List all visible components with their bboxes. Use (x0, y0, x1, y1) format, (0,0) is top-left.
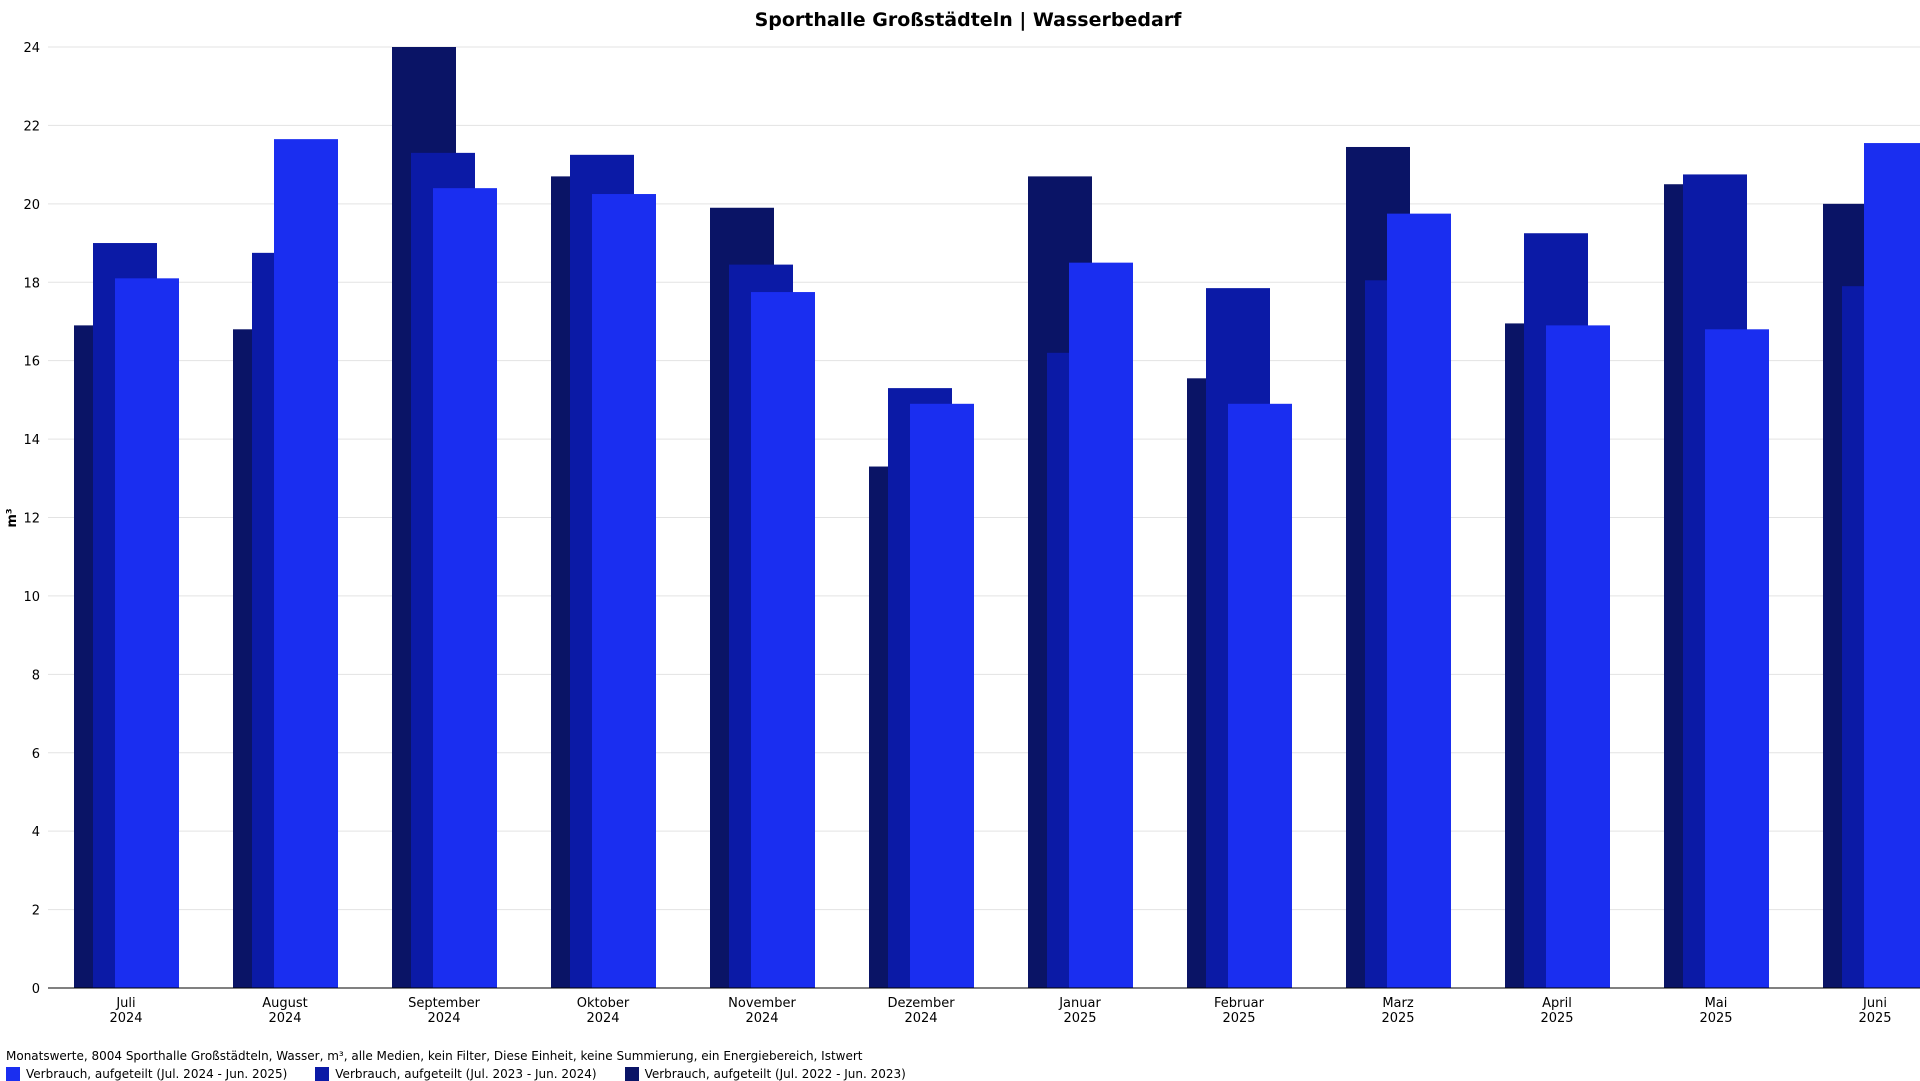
x-tick-label-year: 2025 (1858, 1011, 1891, 1026)
x-axis-ticks: Juli2024August2024September2024Oktober20… (109, 996, 1891, 1026)
bar (910, 403, 974, 988)
legend-label: Verbrauch, aufgeteilt (Jul. 2023 - Jun. … (335, 1067, 597, 1081)
bar (433, 188, 497, 988)
bar (1864, 143, 1920, 988)
bar (1705, 329, 1769, 988)
x-tick-label: November (728, 996, 796, 1011)
x-tick-label: Juli (115, 996, 135, 1011)
y-tick-label: 12 (23, 512, 40, 527)
bar (274, 139, 338, 988)
gridlines (48, 46, 1920, 911)
bar (1228, 403, 1292, 988)
y-tick-label: 22 (23, 119, 40, 134)
chart-title: Sporthalle Großstädteln | Wasserbedarf (755, 9, 1183, 31)
legend: Verbrauch, aufgeteilt (Jul. 2024 - Jun. … (6, 1067, 1906, 1081)
y-tick-label: 20 (23, 198, 40, 213)
x-tick-label-year: 2024 (268, 1011, 301, 1026)
y-tick-label: 8 (32, 668, 40, 683)
bar (751, 292, 815, 988)
legend-label: Verbrauch, aufgeteilt (Jul. 2022 - Jun. … (644, 1067, 906, 1081)
legend-item[interactable]: Verbrauch, aufgeteilt (Jul. 2022 - Jun. … (624, 1067, 906, 1081)
x-tick-label: Dezember (887, 996, 955, 1011)
chart-footer: Monatswerte, 8004 Sporthalle Großstädtel… (6, 1049, 1906, 1081)
x-tick-label: Juni (1862, 996, 1887, 1011)
bar (1069, 262, 1133, 988)
y-tick-label: 24 (23, 41, 40, 56)
x-tick-label: September (408, 996, 481, 1011)
bar (1546, 325, 1610, 989)
x-tick-label-year: 2024 (586, 1011, 619, 1026)
x-tick-label: Januar (1058, 996, 1101, 1011)
y-tick-label: 16 (23, 355, 40, 370)
y-tick-label: 10 (23, 590, 40, 605)
legend-label: Verbrauch, aufgeteilt (Jul. 2024 - Jun. … (26, 1067, 288, 1081)
x-tick-label: Marz (1382, 996, 1414, 1011)
x-tick-label: April (1542, 996, 1572, 1011)
x-tick-label: Februar (1214, 996, 1265, 1011)
bars (74, 47, 1920, 989)
x-tick-label-year: 2025 (1381, 1011, 1414, 1026)
bar-chart: Sporthalle Großstädteln | Wasserbedarf m… (5, 9, 1920, 1026)
x-tick-label-year: 2024 (745, 1011, 778, 1026)
legend-item[interactable]: Verbrauch, aufgeteilt (Jul. 2024 - Jun. … (6, 1067, 287, 1081)
x-tick-label-year: 2025 (1540, 1011, 1573, 1026)
x-tick-label: Oktober (577, 996, 630, 1011)
x-tick-label-year: 2024 (904, 1011, 937, 1026)
y-tick-label: 4 (32, 825, 40, 840)
x-tick-label: Mai (1705, 996, 1728, 1011)
y-axis-label: m³ (5, 508, 20, 527)
legend-swatch (315, 1067, 330, 1081)
y-tick-label: 2 (32, 904, 40, 919)
x-tick-label-year: 2025 (1222, 1011, 1255, 1026)
legend-item[interactable]: Verbrauch, aufgeteilt (Jul. 2023 - Jun. … (315, 1067, 597, 1081)
x-tick-label-year: 2025 (1699, 1011, 1732, 1026)
bar (592, 194, 656, 988)
y-tick-label: 14 (23, 433, 40, 448)
legend-swatch (6, 1067, 20, 1081)
chart-footnote: Monatswerte, 8004 Sporthalle Großstädtel… (6, 1049, 863, 1063)
y-tick-label: 6 (32, 747, 40, 762)
y-tick-label: 0 (32, 982, 40, 997)
y-tick-label: 18 (23, 276, 40, 291)
x-tick-label-year: 2025 (1063, 1011, 1096, 1026)
x-tick-label-year: 2024 (427, 1011, 460, 1026)
legend-swatch (624, 1067, 639, 1081)
x-tick-label: August (262, 996, 308, 1011)
bar (1387, 213, 1451, 988)
x-tick-label-year: 2024 (109, 1011, 142, 1026)
bar (115, 278, 179, 988)
